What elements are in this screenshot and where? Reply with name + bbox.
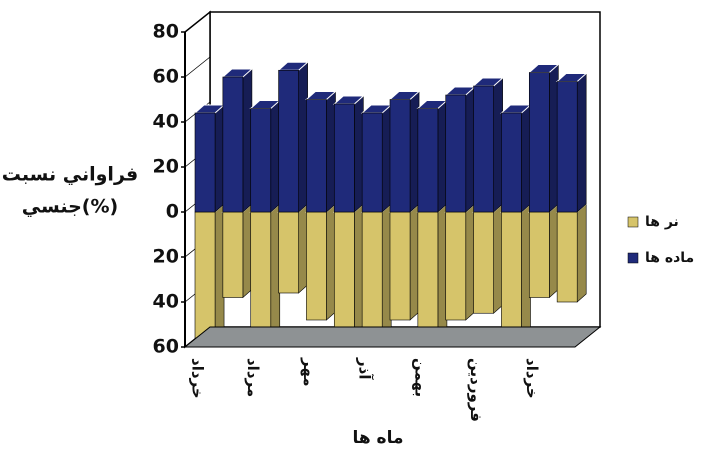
bar-face (333, 103, 355, 213)
bar (332, 95, 365, 213)
bar (500, 203, 532, 339)
x-axis-label: ماه ها (352, 428, 403, 448)
y-axis-label: فراواني نسبت (2, 164, 138, 186)
bar (527, 203, 560, 299)
x-tick-label: مرداد (244, 358, 262, 397)
bar-face (417, 211, 439, 337)
x-tick-label: بهمن (411, 358, 429, 397)
bar (555, 203, 588, 303)
bar-face (194, 112, 216, 213)
bar-face (556, 81, 578, 213)
bar (388, 203, 421, 321)
x-tick-label: خرداد (189, 358, 207, 399)
y-tick-label: 80 (153, 21, 179, 43)
bar-face (194, 211, 216, 339)
bar-face (333, 211, 355, 334)
bar-face (361, 211, 383, 341)
bar (193, 104, 226, 213)
bar-face (445, 211, 467, 321)
floor (183, 326, 602, 348)
bar-face (278, 69, 299, 213)
bar (500, 104, 532, 213)
bar (249, 99, 282, 213)
bar (444, 86, 477, 213)
legend-swatch (627, 216, 639, 228)
bar (305, 203, 337, 321)
grid-line (184, 56, 211, 78)
y-tick-label: 20 (153, 246, 179, 268)
bar-face (222, 211, 244, 298)
y-tick-label: 60 (153, 66, 179, 88)
bar (277, 203, 309, 294)
bar-face (389, 99, 411, 213)
bar (305, 90, 337, 213)
y-axis-label: جنسي(%) (22, 196, 118, 218)
bar (444, 203, 477, 321)
legend-label: ماده ها (645, 250, 694, 266)
bar-side (576, 203, 587, 303)
bar (416, 99, 449, 213)
bar-face (306, 99, 327, 213)
y-tick-label: 20 (153, 156, 179, 178)
bar (221, 68, 254, 213)
bar (277, 61, 309, 213)
legend-swatch (627, 252, 639, 264)
bar-face (528, 72, 550, 213)
y-tick-label: 40 (153, 111, 179, 133)
bar-face (556, 211, 578, 303)
bar-face (528, 211, 550, 298)
bar (332, 203, 365, 335)
bar (388, 90, 421, 213)
x-tick-label: مهر (300, 357, 318, 387)
bar-face (222, 76, 244, 213)
bar-face (445, 94, 467, 213)
x-tick-label: فروردين (467, 358, 485, 422)
bar-face (250, 108, 272, 213)
bar (555, 72, 588, 213)
legend-label: نر ها (645, 214, 679, 230)
bar (221, 203, 254, 299)
x-tick-label: خرداد (523, 358, 541, 399)
bar-face (417, 108, 439, 213)
bar (360, 104, 393, 213)
y-tick-label: 0 (166, 201, 179, 223)
grid-line (184, 11, 211, 33)
bar-face (473, 211, 494, 314)
bar-face (501, 211, 522, 339)
bar (360, 203, 393, 341)
y-tick-label: 40 (153, 291, 179, 313)
bar-face (250, 211, 272, 339)
bar-face (306, 211, 327, 321)
bar-face (361, 112, 383, 213)
x-tick-label: آذر (356, 357, 374, 380)
bar (472, 77, 504, 213)
bar (193, 203, 226, 339)
bar-face (389, 211, 411, 321)
bar-face (501, 112, 522, 213)
bar-face (473, 85, 494, 213)
bar (527, 63, 560, 213)
y-tick-label: 60 (153, 336, 179, 358)
bar-side (576, 72, 587, 213)
bar (416, 203, 449, 337)
bar (249, 203, 282, 339)
bar (472, 203, 504, 314)
bar-face (278, 211, 299, 294)
